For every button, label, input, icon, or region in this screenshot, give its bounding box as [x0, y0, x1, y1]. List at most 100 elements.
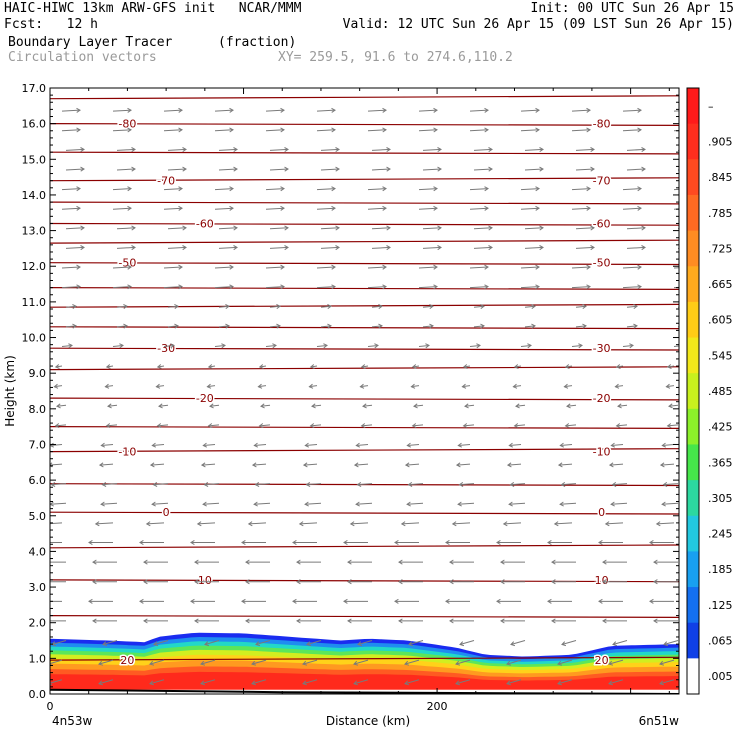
vector-arrowhead — [382, 284, 387, 290]
vector-arrowhead — [280, 107, 285, 113]
circulation-vector — [565, 424, 577, 427]
colorbar-segment — [687, 587, 699, 624]
circulation-vector — [469, 344, 481, 347]
circulation-vector — [163, 188, 183, 191]
tracer-band — [50, 671, 679, 694]
circulation-vector — [260, 404, 271, 407]
vector-arrowhead — [602, 559, 607, 565]
circulation-vector — [55, 424, 67, 427]
circulation-vector — [473, 325, 485, 328]
circulation-vector — [660, 463, 675, 466]
circulation-vector — [668, 404, 679, 407]
vector-arrowhead — [38, 540, 41, 544]
vector-arrowhead — [302, 680, 308, 686]
vector-arrowhead — [72, 304, 77, 309]
vector-arrowhead — [586, 205, 591, 211]
circulation-vector — [469, 129, 489, 132]
vector-arrowhead — [76, 107, 81, 113]
circulation-vector — [473, 168, 493, 171]
vector-arrowhead — [488, 245, 493, 251]
vector-arrowhead — [433, 107, 438, 113]
colorbar-segment — [687, 230, 699, 267]
vector-arrowhead — [512, 383, 518, 389]
vector-arrowhead — [547, 598, 552, 604]
vector-arrowhead — [323, 343, 328, 349]
circulation-vector — [153, 483, 169, 486]
circulation-vector — [622, 286, 642, 289]
circulation-vector — [167, 227, 187, 230]
vector-arrowhead — [343, 598, 348, 604]
vector-arrowhead — [615, 364, 621, 369]
circulation-vector — [503, 522, 522, 525]
circulation-vector — [473, 148, 493, 151]
vector-arrowhead — [178, 107, 183, 113]
contour-line — [50, 262, 679, 266]
circulation-vector — [520, 207, 540, 210]
circulation-vector — [209, 404, 220, 407]
vector-arrowhead — [145, 521, 151, 527]
vector-arrowhead — [123, 323, 128, 329]
vector-arrowhead — [260, 403, 265, 409]
circulation-vector — [422, 246, 442, 249]
circulation-vector — [353, 679, 369, 685]
vector-arrowhead — [98, 462, 104, 468]
circulation-vector — [357, 640, 373, 646]
vector-arrowhead — [637, 127, 642, 133]
y-tick-label: 3.0 — [29, 581, 47, 594]
circulation-vector — [667, 424, 679, 427]
x-tick-label: 0 — [47, 700, 54, 713]
circulation-vector — [520, 109, 540, 112]
vector-arrowhead — [280, 264, 285, 270]
circulation-vector — [422, 227, 442, 230]
circulation-vector — [353, 659, 369, 665]
vector-arrowhead — [72, 323, 77, 329]
vector-arrowhead — [586, 264, 591, 270]
circulation-vector — [405, 463, 420, 466]
vector-arrowhead — [251, 660, 257, 666]
vector-arrowhead — [284, 166, 289, 172]
circulation-vector — [626, 227, 646, 230]
contour-line — [50, 123, 679, 126]
vector-arrowhead — [457, 442, 463, 448]
circulation-vector — [367, 188, 387, 191]
contour-label: -60 — [593, 217, 611, 230]
vector-arrowhead — [149, 462, 155, 468]
vector-arrowhead — [429, 323, 434, 329]
circulation-vector — [65, 305, 77, 308]
circulation-vector — [626, 305, 638, 308]
circulation-vector — [305, 502, 322, 505]
vector-arrowhead — [455, 680, 461, 686]
circulation-vector — [116, 305, 128, 308]
vector-arrowhead — [547, 539, 552, 546]
circulation-vector — [167, 148, 187, 151]
circulation-vector — [320, 325, 332, 328]
vector-arrowhead — [349, 521, 355, 527]
vector-arrowhead — [280, 284, 285, 290]
circulation-vector — [356, 443, 369, 446]
circulation-vector — [357, 483, 373, 486]
vector-arrowhead — [564, 423, 570, 429]
circulation-vector — [473, 305, 485, 308]
vector-arrowhead — [305, 481, 311, 487]
y-tick-label: 7.0 — [29, 438, 47, 451]
circulation-vector — [265, 344, 277, 347]
vector-arrowhead — [245, 618, 250, 624]
circulation-vector — [557, 659, 573, 665]
vector-arrowhead — [411, 423, 417, 429]
circulation-vector — [371, 325, 383, 328]
circulation-vector — [167, 168, 187, 171]
circulation-vector — [506, 659, 522, 665]
field2-name: Circulation vectors — [8, 50, 157, 65]
vector-arrowhead — [476, 343, 481, 349]
colorbar-segment — [687, 444, 699, 481]
vector-arrowhead — [178, 284, 183, 290]
vector-arrowhead — [602, 618, 607, 624]
colorbar-segment — [687, 88, 699, 125]
vector-arrowhead — [488, 147, 493, 153]
vector-arrowhead — [131, 166, 136, 172]
circulation-vector — [214, 109, 234, 112]
vector-arrowhead — [637, 284, 642, 290]
vector-arrowhead — [611, 481, 617, 487]
circulation-vector — [513, 385, 522, 388]
vector-arrowhead — [182, 225, 187, 231]
